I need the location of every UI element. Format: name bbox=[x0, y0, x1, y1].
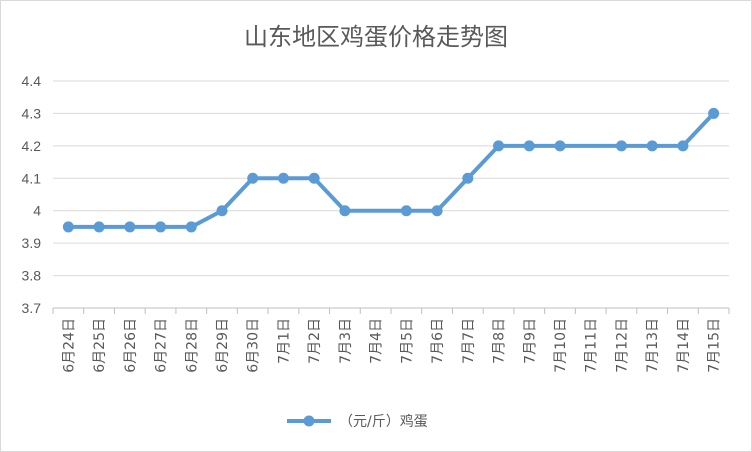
x-tick-label: 6月29日 bbox=[215, 318, 231, 373]
y-tick-label: 3.9 bbox=[22, 235, 42, 251]
data-point[interactable] bbox=[155, 221, 167, 233]
x-tick-label: 7月10日 bbox=[553, 318, 569, 373]
y-tick-label: 4.3 bbox=[22, 105, 42, 121]
data-point[interactable] bbox=[462, 172, 474, 184]
data-point[interactable] bbox=[554, 140, 566, 152]
x-tick-label: 7月12日 bbox=[614, 318, 630, 373]
data-point[interactable] bbox=[431, 205, 443, 217]
x-tick-label: 7月6日 bbox=[430, 318, 446, 364]
data-point[interactable] bbox=[339, 205, 351, 217]
data-point[interactable] bbox=[493, 140, 505, 152]
data-point[interactable] bbox=[185, 221, 197, 233]
y-axis-ticks: 3.7 3.8 3.9 4 4.1 4.2 4.3 4.4 bbox=[22, 73, 42, 316]
chart-title: 山东地区鸡蛋价格走势图 bbox=[244, 23, 508, 51]
data-point[interactable] bbox=[93, 221, 105, 233]
x-tick-label: 6月27日 bbox=[154, 318, 170, 373]
data-point[interactable] bbox=[646, 140, 658, 152]
data-point[interactable] bbox=[216, 205, 228, 217]
y-tick-label: 4.1 bbox=[22, 170, 42, 186]
x-axis bbox=[52, 307, 730, 314]
data-point[interactable] bbox=[308, 172, 320, 184]
y-tick-label: 4 bbox=[33, 203, 41, 219]
x-tick-label: 6月28日 bbox=[184, 318, 200, 373]
x-tick-label: 6月30日 bbox=[246, 318, 262, 373]
x-tick-label: 7月15日 bbox=[707, 318, 723, 373]
data-point[interactable] bbox=[277, 172, 289, 184]
x-tick-label: 7月4日 bbox=[369, 318, 385, 364]
data-point[interactable] bbox=[400, 205, 412, 217]
y-tick-label: 4.4 bbox=[22, 73, 42, 89]
data-point[interactable] bbox=[677, 140, 689, 152]
legend-marker-swatch bbox=[303, 415, 315, 427]
y-tick-label: 3.7 bbox=[22, 300, 42, 316]
series-layer bbox=[62, 107, 720, 233]
series-line bbox=[66, 111, 716, 229]
x-tick-label: 7月11日 bbox=[584, 318, 600, 373]
data-point[interactable] bbox=[708, 107, 720, 119]
x-tick-label: 7月7日 bbox=[461, 318, 477, 364]
x-tick-label: 6月26日 bbox=[123, 318, 139, 373]
x-axis-ticks: 6月24日 6月25日 6月26日 6月27日 6月28日 6月29日 6月30日 7月1日 7… bbox=[61, 318, 722, 373]
data-point[interactable] bbox=[523, 140, 535, 152]
data-point[interactable] bbox=[615, 140, 627, 152]
legend[interactable]: （元/斤）鸡蛋 bbox=[287, 413, 428, 430]
x-tick-label: 7月9日 bbox=[522, 318, 538, 364]
x-tick-label: 7月8日 bbox=[492, 318, 508, 364]
y-tick-label: 3.8 bbox=[22, 268, 42, 284]
data-point[interactable] bbox=[247, 172, 259, 184]
data-point[interactable] bbox=[124, 221, 136, 233]
y-tick-label: 4.2 bbox=[22, 138, 42, 154]
data-point[interactable] bbox=[62, 221, 74, 233]
x-tick-label: 7月14日 bbox=[676, 318, 692, 373]
x-tick-label: 7月1日 bbox=[276, 318, 292, 364]
gridlines bbox=[53, 80, 729, 309]
x-tick-label: 7月2日 bbox=[307, 318, 323, 364]
x-tick-label: 7月3日 bbox=[338, 318, 354, 364]
x-tick-label: 6月25日 bbox=[92, 318, 108, 373]
legend-label: （元/斤）鸡蛋 bbox=[339, 413, 428, 430]
x-tick-label: 6月24日 bbox=[61, 318, 77, 373]
x-tick-label: 7月5日 bbox=[399, 318, 415, 364]
x-tick-label: 7月13日 bbox=[645, 318, 661, 373]
